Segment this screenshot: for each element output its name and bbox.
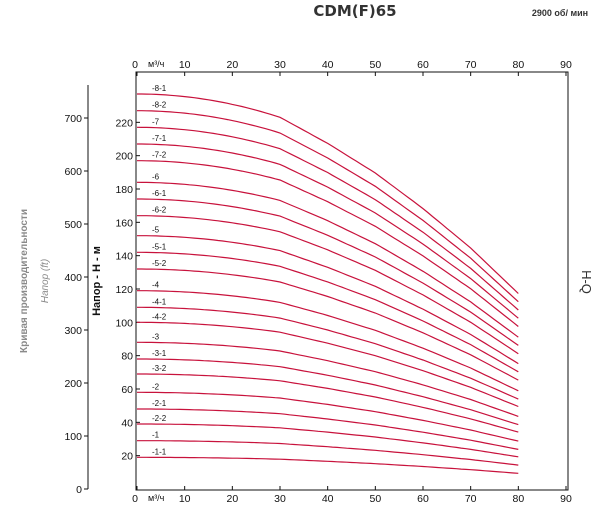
- y2-tick-label: 600: [64, 166, 82, 178]
- curve-3-1: [137, 358, 519, 426]
- curve-6-1: [137, 198, 519, 346]
- curve-label-6-1: -6-1: [152, 189, 167, 198]
- curve-2-1: [137, 408, 519, 450]
- curve-label-2-1: -2-1: [152, 399, 167, 408]
- curve-7-2: [137, 160, 519, 327]
- curve-2: [137, 391, 519, 442]
- hq-curves: [136, 93, 519, 474]
- plot-frame: [135, 71, 569, 491]
- curve-label-5-1: -5-1: [152, 242, 167, 251]
- curve-label-2-2: -2-2: [152, 414, 167, 423]
- curve-5-1: [137, 251, 519, 373]
- curve-8-1: [137, 93, 519, 294]
- y2-tick-label: 200: [64, 378, 82, 390]
- y-tick-label: 200: [115, 151, 133, 163]
- x-tick-label-top: 50: [369, 59, 381, 71]
- curve-7: [136, 126, 519, 311]
- x-tick-label-top: 30: [274, 59, 286, 71]
- curve-label-1-1: -1-1: [152, 447, 167, 456]
- curve-4-1: [137, 306, 519, 400]
- curve-label-8-1: -8-1: [152, 84, 167, 93]
- curve-label-6-2: -6-2: [152, 206, 167, 215]
- y-tick-label: 60: [121, 384, 133, 396]
- curve-3: [137, 341, 519, 417]
- curve-label-4: -4: [152, 281, 160, 290]
- curve-label-5-2: -5-2: [152, 259, 167, 268]
- y2-tick-label: 700: [64, 113, 82, 125]
- x-tick-label-top: 10: [179, 59, 191, 71]
- curve-label-4-2: -4-2: [152, 312, 167, 321]
- curve-8-2: [137, 110, 519, 303]
- y2-tick-label: 0: [76, 484, 82, 496]
- curve-5: [137, 235, 519, 365]
- y-tick-label: 80: [121, 351, 133, 363]
- curve-label-5: -5: [152, 226, 160, 235]
- x-tick-label-bottom: 60: [417, 493, 429, 505]
- x-tick-label-top: 80: [512, 59, 524, 71]
- chart-title: CDM(F)65: [313, 2, 396, 20]
- curve-label-7: -7: [152, 117, 160, 126]
- curve-label-3: -3: [152, 332, 160, 341]
- curve-5-2: [137, 268, 519, 381]
- x-tick-label-top: 70: [465, 59, 477, 71]
- y2-tick-label: 300: [64, 325, 82, 337]
- x-tick-label-top: 60: [417, 59, 429, 71]
- y-tick-label: 180: [115, 184, 133, 196]
- x-tick-label-bottom: 80: [512, 493, 524, 505]
- curve-labels: -8-1 -8-2 -7 -7-1 -7-2 -6 -6-1 -6-2 -5 -5-1 -5-2 -4…: [152, 84, 167, 456]
- curve-4: [137, 290, 519, 392]
- x-axis-unit-top: м³/ч: [148, 59, 165, 69]
- x-axis-unit-bottom: м³/ч: [148, 493, 165, 503]
- y-tick-label: 160: [115, 217, 133, 229]
- curve-6-2: [137, 215, 519, 355]
- y2-tick-label: 500: [64, 219, 82, 231]
- y-axis-label: Напор - Н - м: [91, 246, 103, 316]
- y-tick-label: 20: [121, 451, 133, 463]
- curve-label-2: -2: [152, 382, 160, 391]
- x-axis-ticks: 0 0 10 10 20 20 30 30 40 40 50 50 60 60 70 70 80 80 90 90: [132, 59, 572, 505]
- curve-label-1: -1: [152, 431, 160, 440]
- curve-label-6: -6: [152, 172, 160, 181]
- x-tick-label-top: 20: [226, 59, 238, 71]
- y2-axis-label: Напор (ft): [40, 259, 51, 303]
- y-tick-label: 40: [121, 417, 133, 429]
- y2-tick-label: 400: [64, 272, 82, 284]
- x-tick-label-top: 40: [322, 59, 334, 71]
- y-tick-label: 140: [115, 251, 133, 263]
- curve-4-2: [137, 321, 519, 408]
- y-tick-label: 100: [115, 317, 133, 329]
- x-tick-label-bottom: 0: [132, 493, 138, 505]
- x-tick-label-top: 0: [132, 59, 138, 71]
- x-tick-label-bottom: 40: [322, 493, 334, 505]
- curve-label-8-2: -8-2: [152, 101, 167, 110]
- x-tick-label-bottom: 10: [179, 493, 191, 505]
- y2-axis-title: Кривая производительности: [19, 209, 30, 353]
- x-tick-label-bottom: 20: [226, 493, 238, 505]
- curve-1-1: [137, 456, 519, 474]
- x-tick-label-bottom: 50: [369, 493, 381, 505]
- x-tick-label-bottom: 90: [560, 493, 572, 505]
- curve-2-2: [137, 423, 519, 458]
- curve-label-7-1: -7-1: [152, 134, 167, 143]
- y-tick-label: 120: [115, 284, 133, 296]
- right-label: H-Q: [579, 270, 594, 294]
- y2-tick-label: 100: [64, 431, 82, 443]
- x-tick-label-bottom: 70: [465, 493, 477, 505]
- curve-1: [137, 440, 519, 466]
- curve-label-7-2: -7-2: [152, 151, 167, 160]
- y-tick-label: 220: [115, 117, 133, 129]
- curve-3-2: [137, 373, 519, 433]
- curve-6: [136, 181, 519, 338]
- curve-label-3-2: -3-2: [152, 364, 167, 373]
- chart-subtitle: 2900 об/ мин: [532, 8, 588, 18]
- curve-7-1: [137, 143, 519, 319]
- curve-label-4-1: -4-1: [152, 297, 167, 306]
- y-axis-ticks: 20 40 60 80 100 120 140 160 180 200 220: [115, 117, 140, 463]
- y2-axis-ticks: 0 100 200 300 400 500 600 700: [64, 113, 88, 496]
- curve-label-3-1: -3-1: [152, 349, 167, 358]
- x-tick-label-top: 90: [560, 59, 572, 71]
- x-tick-label-bottom: 30: [274, 493, 286, 505]
